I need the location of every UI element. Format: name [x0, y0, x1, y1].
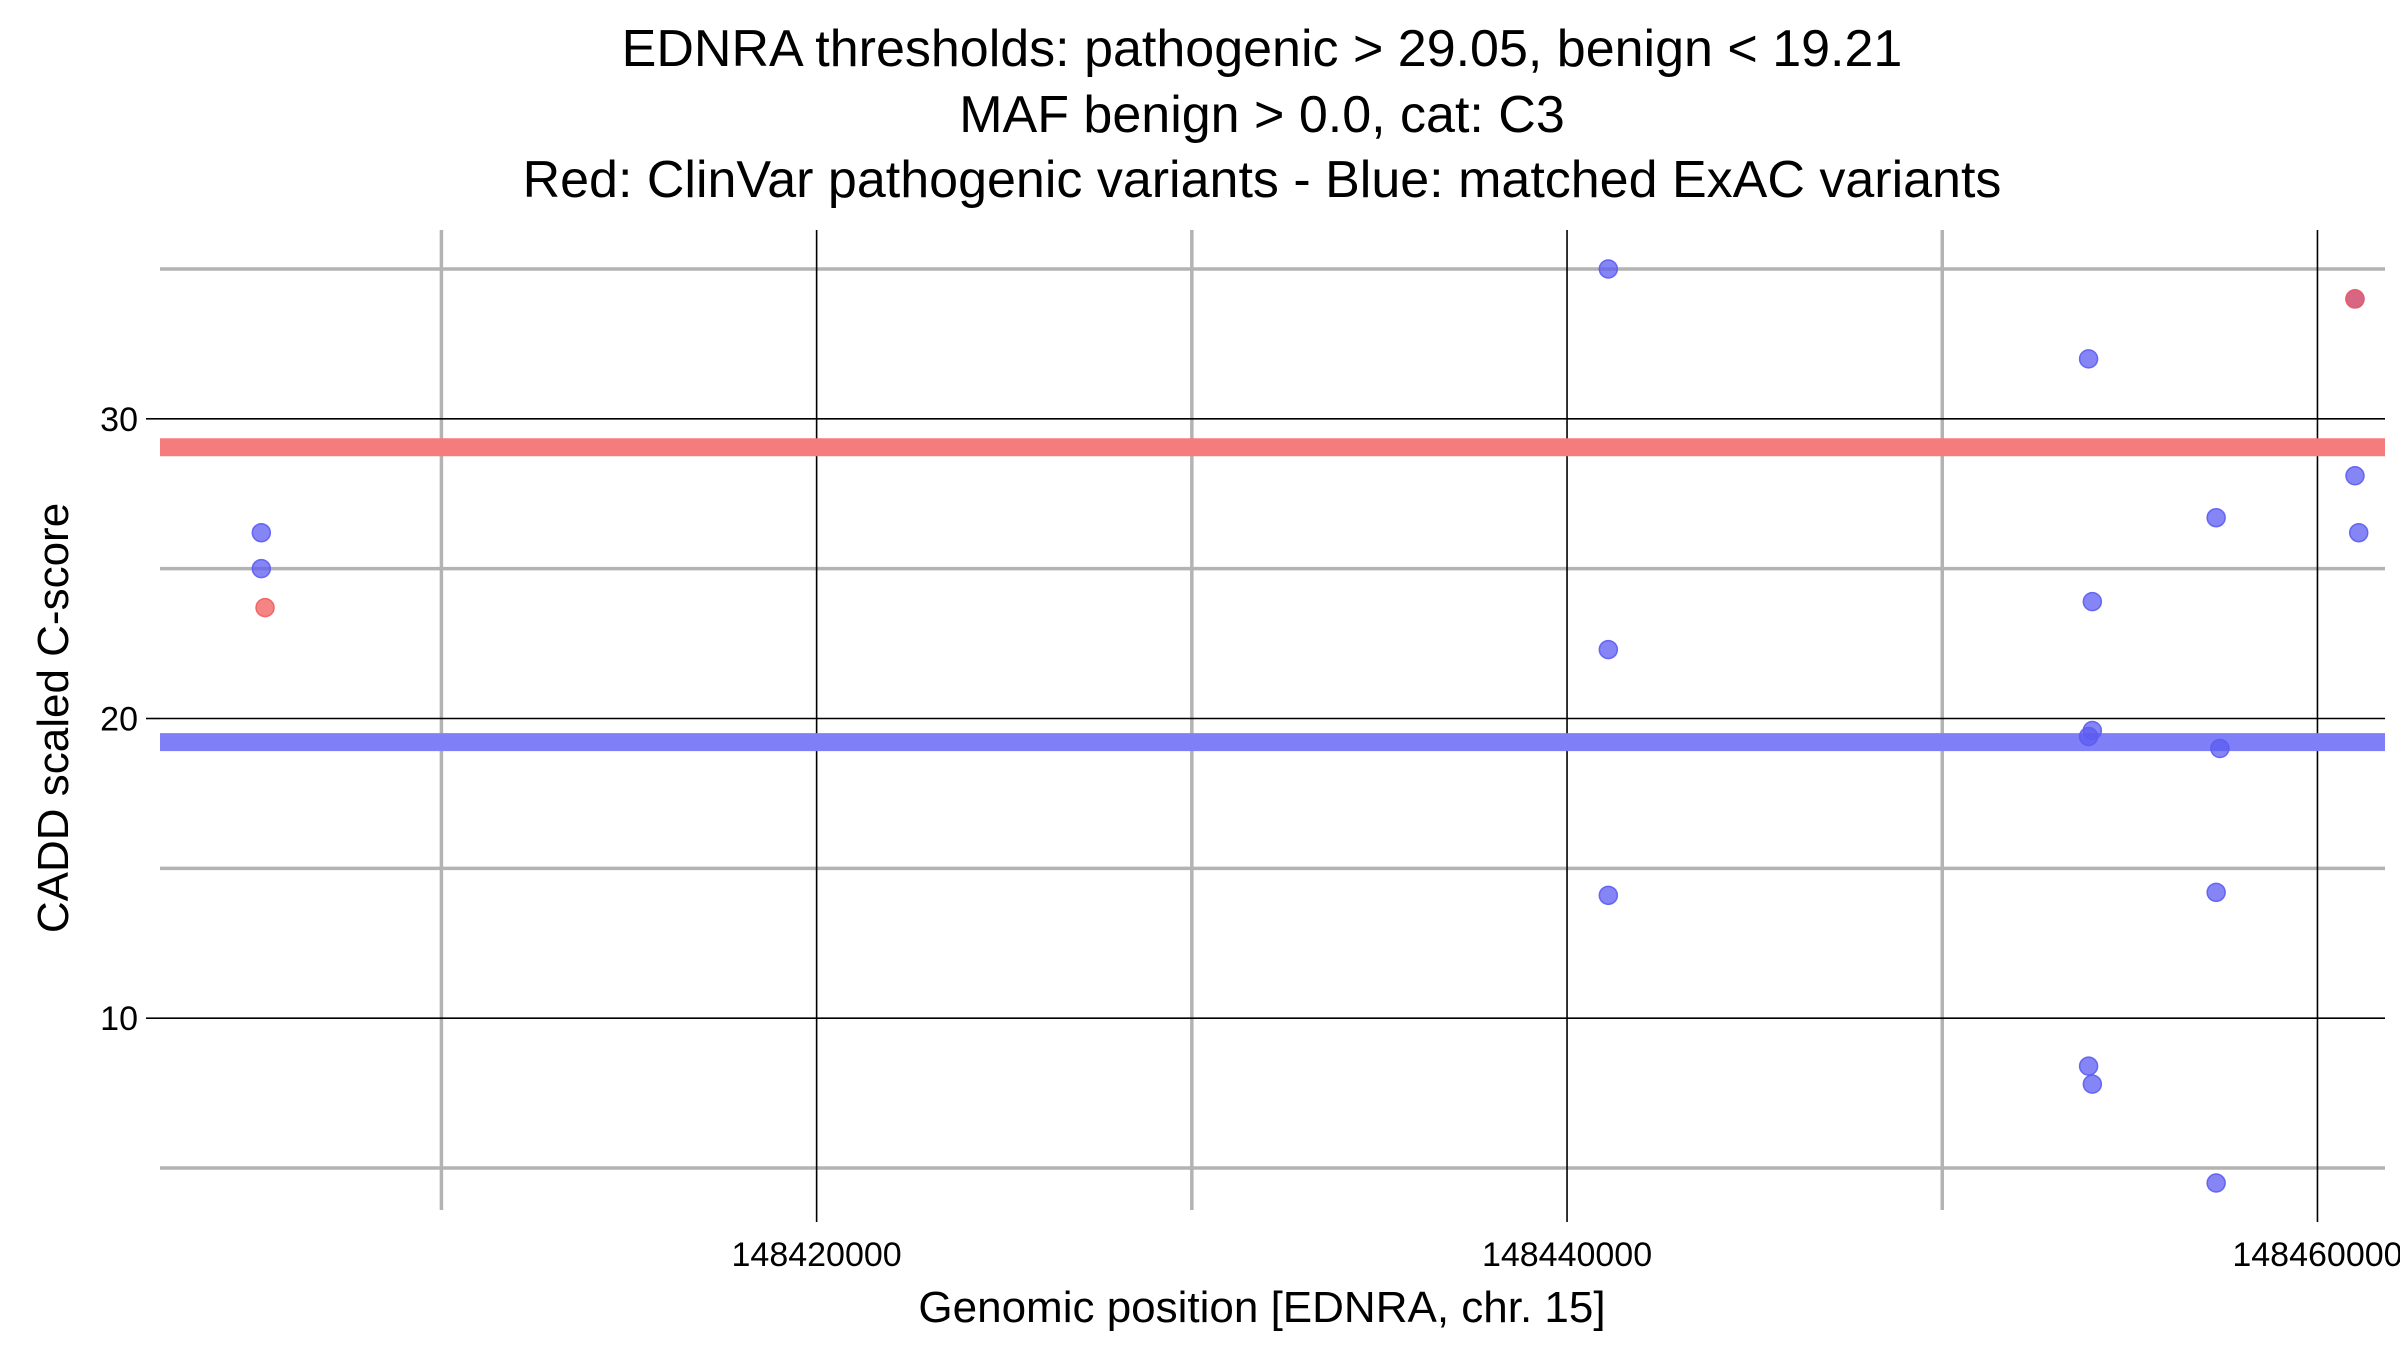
- data-point: [1598, 639, 1619, 660]
- x-axis-title: Genomic position [EDNRA, chr. 15]: [918, 1283, 1605, 1332]
- data-point: [2082, 591, 2103, 612]
- data-point: [2348, 522, 2369, 543]
- data-point: [2206, 507, 2226, 528]
- data-point: [2206, 882, 2226, 903]
- data-point: [2345, 289, 2365, 309]
- data-point: [251, 558, 272, 579]
- data-point: [255, 597, 275, 618]
- title-line-1: EDNRA thresholds: pathogenic > 29.05, be…: [622, 20, 1903, 78]
- title-line-3: Red: ClinVar pathogenic variants - Blue:…: [523, 151, 2002, 209]
- axes: 148420000 148440000 148460000 10 20 30: [100, 401, 2400, 1274]
- y-tick-label: 10: [100, 1000, 138, 1038]
- data-point: [2206, 1173, 2226, 1193]
- gridlines: [160, 230, 2385, 1210]
- chart-title: EDNRA thresholds: pathogenic > 29.05, be…: [523, 20, 2002, 209]
- data-point: [1598, 885, 1619, 906]
- data-point: [251, 522, 272, 543]
- data-point: [1598, 259, 1619, 279]
- x-tick-label: 148440000: [1482, 1236, 1652, 1274]
- y-tick-label: 30: [100, 401, 138, 439]
- y-tick-label: 20: [100, 701, 138, 739]
- threshold-lines: [160, 438, 2385, 752]
- data-point: [2210, 738, 2230, 759]
- data-point: [2078, 1056, 2099, 1076]
- data-points: [251, 259, 2369, 1193]
- data-point: [2078, 349, 2099, 369]
- data-point: [2082, 1074, 2103, 1094]
- x-tick-label: 148420000: [732, 1236, 902, 1274]
- data-point: [2345, 465, 2365, 486]
- y-axis-title: CADD scaled C-score: [29, 503, 78, 933]
- title-line-2: MAF benign > 0.0, cat: C3: [959, 86, 1565, 144]
- x-tick-label: 148460000: [2232, 1236, 2400, 1274]
- data-point: [2078, 726, 2099, 747]
